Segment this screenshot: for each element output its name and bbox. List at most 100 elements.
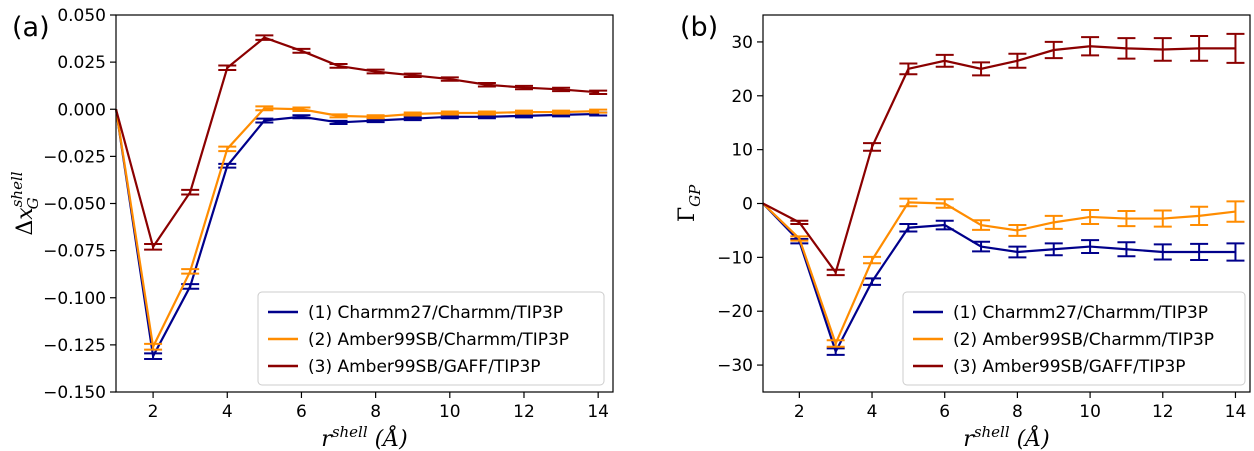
panel-b-series-3-errorbar bbox=[826, 268, 845, 277]
panel-b-series-3-errorbar bbox=[1081, 36, 1100, 57]
panel-b-series-3-errorbar bbox=[1190, 35, 1209, 62]
panel-a-y-tick-label: −0.150 bbox=[43, 383, 106, 403]
panel-b-x-tick-label: 14 bbox=[1225, 402, 1247, 422]
panel-a-series-3-errorbar bbox=[552, 86, 571, 93]
panel-a-series-1-errorbar bbox=[329, 119, 348, 125]
panel-a-series-2-errorbar bbox=[403, 111, 422, 117]
panel-a-series-2-errorbar bbox=[366, 114, 385, 120]
panel-b-y-tick-label: 0 bbox=[742, 195, 753, 215]
panel-b-series-2-line bbox=[762, 201, 1236, 347]
panel-a-series-3-errorbar bbox=[255, 34, 274, 41]
panel-b-y-tick-label: −10 bbox=[717, 248, 753, 268]
panel-b-y-tick-label: −30 bbox=[717, 356, 753, 376]
panel-a-legend-entry-3: (3) Amber99SB/GAFF/TIP3P bbox=[308, 357, 541, 377]
panel-a-series-2-errorbar bbox=[329, 113, 348, 119]
panel-b-x-tick-label: 6 bbox=[939, 402, 950, 422]
panel-a-series-1-errorbar bbox=[403, 116, 422, 122]
panel-b-series-1-errorbar bbox=[1153, 243, 1172, 261]
panel-a-legend: (1) Charmm27/Charmm/TIP3P (2) Amber99SB/C… bbox=[257, 291, 605, 386]
panel-b-series-2-errorbar bbox=[790, 235, 809, 242]
panel-b-series-1-errorbar bbox=[1226, 242, 1245, 262]
panel-a-series-2-errorbar bbox=[552, 109, 571, 115]
panel-b-series-2-errorbar bbox=[1190, 205, 1209, 227]
panel-b-legend-entry-3: (3) Amber99SB/GAFF/TIP3P bbox=[953, 357, 1186, 377]
panel-a-series-2-errorbar bbox=[440, 110, 459, 116]
panel-b-series-3-line bbox=[762, 45, 1236, 275]
panel-b-series-1-errorbar bbox=[863, 277, 882, 286]
panel-a-series-3-errorbar bbox=[181, 188, 200, 196]
panel-a-series-3-errorbar bbox=[218, 64, 237, 72]
panel-a-y-tick-label: −0.050 bbox=[43, 195, 106, 215]
panel-b-series-1-errorbar bbox=[1081, 239, 1100, 255]
panel-b-series-1-errorbar bbox=[1117, 241, 1136, 258]
panel-a-series-3-errorbar bbox=[589, 89, 608, 95]
panel-b-series-1-errorbar bbox=[826, 347, 845, 356]
panel-a-series-3-errorbar bbox=[514, 84, 533, 91]
panel-b-series-3-errorbar bbox=[863, 142, 882, 152]
panel-b-series-2-errorbar bbox=[1153, 209, 1172, 228]
panel-b-series-3-errorbar bbox=[935, 53, 954, 68]
panel-b-series-2-errorbar bbox=[1226, 200, 1245, 223]
panel-b-series-1-errorbar bbox=[1190, 242, 1209, 262]
panel-b-series-2-errorbar bbox=[899, 197, 918, 208]
panel-a-series-2-errorbar bbox=[255, 105, 274, 112]
panel-a-series-3-line bbox=[114, 36, 599, 250]
panel-b-legend-box bbox=[902, 291, 1246, 386]
panel-b-legend-entry-1: (1) Charmm27/Charmm/TIP3P bbox=[953, 303, 1208, 323]
panel-b-series-2-errorbar bbox=[972, 219, 991, 231]
panel-a-series-2-errorbar bbox=[477, 110, 496, 116]
panel-b-series-3-errorbar bbox=[972, 61, 991, 77]
panel-b-legend: (1) Charmm27/Charmm/TIP3P (2) Amber99SB/C… bbox=[902, 291, 1246, 386]
panel-b-y-tick-label: 10 bbox=[731, 141, 753, 161]
panel-a-x-tick-label: 10 bbox=[439, 402, 461, 422]
panel-b: 2 4 6 8 10 12 14 −30 −20 −10 0 10 20 30 (b) rshell (Å) Γ… bbox=[675, 12, 1251, 451]
panel-a-series-3-errorbar bbox=[403, 72, 422, 79]
panel-a-label: (a) bbox=[12, 12, 50, 43]
panel-b-legend-entry-2: (2) Amber99SB/Charmm/TIP3P bbox=[953, 330, 1214, 350]
panel-b-series-2-errorbar bbox=[1044, 214, 1063, 230]
panel-b-x-tick-label: 4 bbox=[867, 402, 878, 422]
panel-b-series-1-errorbar bbox=[972, 240, 991, 253]
panel-a-x-tick-label: 14 bbox=[587, 402, 609, 422]
panel-b-y-tick-label: 20 bbox=[731, 87, 753, 107]
panel-b-y-tick-label: 30 bbox=[731, 33, 753, 53]
panel-a-series-1-errorbar bbox=[144, 352, 163, 361]
panel-b-x-tick-label: 10 bbox=[1079, 402, 1101, 422]
panel-a-y-tick-label: −0.075 bbox=[43, 242, 106, 262]
panel-a-x-tick-label: 12 bbox=[513, 402, 535, 422]
panel-a-x-tick-label: 8 bbox=[370, 402, 381, 422]
panel-a-x-axis-label: rshell (Å) bbox=[321, 423, 407, 451]
panel-a-y-tick-label: 0.000 bbox=[57, 100, 106, 120]
panel-a-legend-box bbox=[257, 291, 605, 386]
panel-a-x-tick-label: 6 bbox=[296, 402, 307, 422]
panel-a-series-2-line bbox=[114, 107, 599, 351]
panel-b-series-3-errorbar bbox=[790, 219, 809, 225]
panel-a-legend-entry-2: (2) Amber99SB/Charmm/TIP3P bbox=[308, 330, 569, 350]
panel-a-y-tick-label: 0.025 bbox=[57, 53, 106, 73]
panel-b-x-axis-label: rshell (Å) bbox=[963, 423, 1049, 451]
panel-b-y-axis-label: ΓGP bbox=[675, 184, 704, 222]
panel-a-series-3-errorbar bbox=[477, 82, 496, 88]
panel-a-series-3-errorbar bbox=[144, 243, 163, 251]
panel-b-series-1-errorbar bbox=[1008, 245, 1027, 259]
panel-b-series-3-errorbar bbox=[1044, 40, 1063, 60]
panel-b-series-2-errorbar bbox=[863, 255, 882, 265]
panel-b-series-1-errorbar bbox=[899, 222, 918, 233]
panel-b-series-2-errorbar bbox=[1081, 208, 1100, 225]
panel-a-series-2-errorbar bbox=[181, 268, 200, 275]
panel-a-series-3-errorbar bbox=[329, 63, 348, 69]
panel-b-series-2-errorbar bbox=[935, 198, 954, 209]
panel-a-series-3-errorbar bbox=[366, 68, 385, 75]
panel-b-x-tick-label: 12 bbox=[1152, 402, 1174, 422]
panel-a-y-axis-label: ΔxshellG bbox=[8, 171, 42, 235]
panel-b-series-3-errorbar bbox=[1117, 37, 1136, 60]
panel-a-series-2-errorbar bbox=[218, 145, 237, 153]
panel-b-x-tick-label: 2 bbox=[794, 402, 805, 422]
panel-b-series-3-errorbar bbox=[1153, 37, 1172, 62]
panel-a: 2 4 6 8 10 12 14 −0.150 −0.125 −0.100 −0.075 −0.050… bbox=[8, 6, 614, 451]
panel-a-series-1-line bbox=[114, 109, 599, 360]
panel-b-y-tick-label: −20 bbox=[717, 302, 753, 322]
panel-a-series-1-errorbar bbox=[255, 117, 274, 124]
panel-a-series-2-errorbar bbox=[589, 108, 608, 114]
